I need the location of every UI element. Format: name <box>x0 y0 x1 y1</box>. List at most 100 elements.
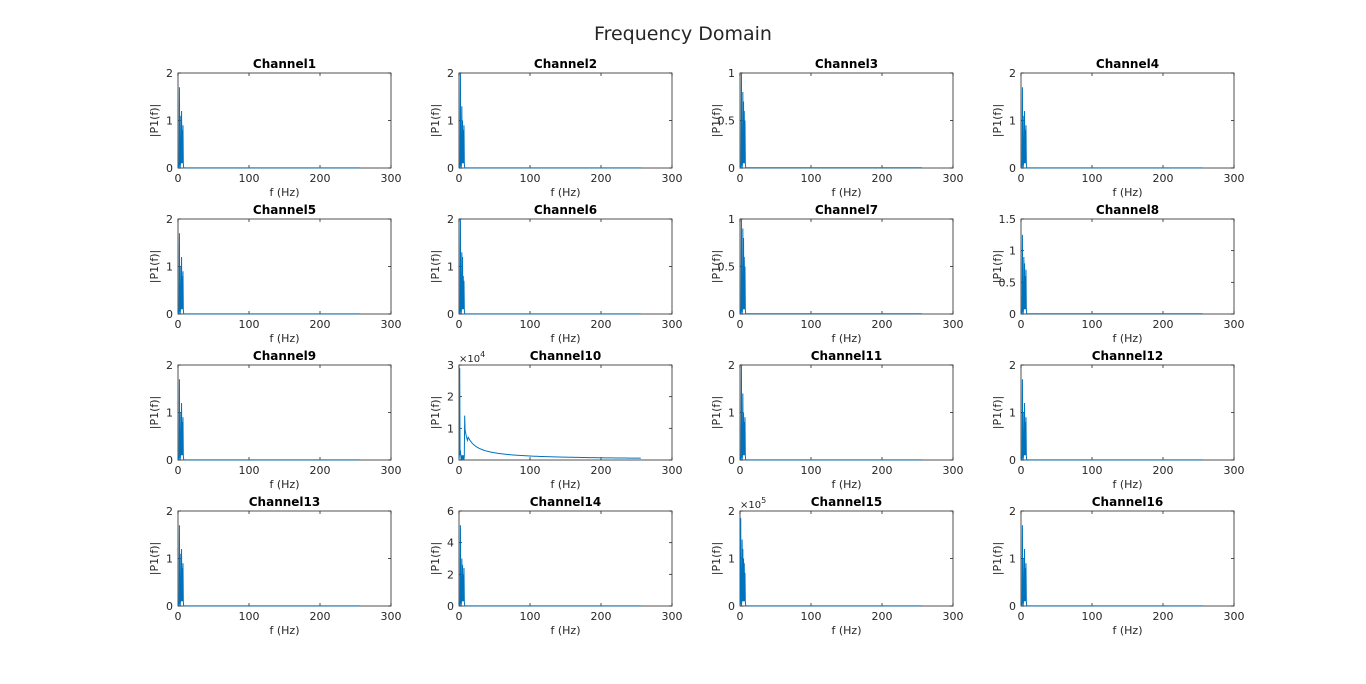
y-axis-label: |P1(f)| <box>148 250 161 284</box>
x-axis-label: f (Hz) <box>1113 332 1143 345</box>
x-tick-label: 200 <box>591 172 612 185</box>
y-tick-label: 2 <box>447 568 454 581</box>
axes-box <box>458 72 673 169</box>
x-tick-label: 200 <box>310 318 331 331</box>
y-tick-label: 1 <box>447 261 454 274</box>
subplot-title: Channel11 <box>811 349 882 363</box>
x-tick-label: 0 <box>1018 464 1025 477</box>
x-tick-label: 0 <box>1018 610 1025 623</box>
y-tick-label: 1 <box>447 115 454 128</box>
axes-box <box>177 510 392 607</box>
x-tick-label: 200 <box>1153 172 1174 185</box>
x-tick-label: 300 <box>1224 464 1245 477</box>
y-tick-label: 1 <box>1009 115 1016 128</box>
axes-box <box>177 364 392 461</box>
spectrum-line <box>1020 234 1203 315</box>
y-tick-label: 0.5 <box>718 261 736 274</box>
x-tick-label: 100 <box>1082 172 1103 185</box>
subplot-title: Channel7 <box>815 203 878 217</box>
y-tick-label: 2 <box>166 67 173 80</box>
subplot-5: Channel5 0 100 200 300 0 1 2 f (Hz) |P1(f)| <box>148 203 402 345</box>
x-tick-label: 300 <box>943 464 964 477</box>
x-tick-label: 300 <box>943 610 964 623</box>
axes-box <box>1020 72 1235 169</box>
x-tick-label: 0 <box>175 610 182 623</box>
x-tick-label: 100 <box>520 610 541 623</box>
x-tick-label: 200 <box>872 172 893 185</box>
y-tick-label: 0 <box>166 454 173 467</box>
x-tick-label: 0 <box>1018 318 1025 331</box>
x-tick-label: 300 <box>662 318 683 331</box>
subplot-6: Channel6 0 100 200 300 0 1 2 f (Hz) |P1(f)| <box>429 203 683 345</box>
x-tick-label: 300 <box>662 464 683 477</box>
axes-box <box>458 218 673 315</box>
y-axis-label: |P1(f)| <box>429 250 442 284</box>
y-tick-label: 0 <box>728 162 735 175</box>
subplot-7: Channel7 0 100 200 300 0 0.5 1 f (Hz) |P1(f)| <box>710 203 964 345</box>
subplot-title: Channel14 <box>530 495 601 509</box>
y-axis-label: |P1(f)| <box>429 396 442 430</box>
x-axis-label: f (Hz) <box>551 624 581 637</box>
subplot-title: Channel12 <box>1092 349 1163 363</box>
y-tick-label: 2 <box>1009 505 1016 518</box>
y-tick-label: 0 <box>447 454 454 467</box>
y-tick-label: 2 <box>166 213 173 226</box>
x-tick-label: 200 <box>591 318 612 331</box>
x-tick-label: 100 <box>520 172 541 185</box>
spectrum-line <box>177 233 360 315</box>
y-tick-label: 0 <box>447 162 454 175</box>
subplot-title: Channel10 <box>530 349 601 363</box>
subplot-title: Channel15 <box>811 495 882 509</box>
x-tick-label: 200 <box>1153 318 1174 331</box>
y-tick-label: 1 <box>1009 245 1016 258</box>
y-axis-label: |P1(f)| <box>991 104 1004 138</box>
x-tick-label: 200 <box>310 464 331 477</box>
x-tick-label: 0 <box>737 172 744 185</box>
y-axis-label: |P1(f)| <box>710 250 723 284</box>
x-axis-label: f (Hz) <box>270 186 300 199</box>
x-tick-label: 200 <box>591 464 612 477</box>
x-tick-label: 100 <box>520 318 541 331</box>
y-tick-label: 2 <box>728 505 735 518</box>
x-tick-label: 0 <box>1018 172 1025 185</box>
axes-box <box>739 72 954 169</box>
y-tick-label: 2 <box>447 67 454 80</box>
y-tick-label: 0 <box>728 600 735 613</box>
x-tick-label: 300 <box>381 172 402 185</box>
y-tick-label: 6 <box>447 505 454 518</box>
x-tick-label: 300 <box>943 318 964 331</box>
subplot-title: Channel8 <box>1096 203 1159 217</box>
y-tick-label: 1 <box>728 407 735 420</box>
x-tick-label: 0 <box>456 172 463 185</box>
y-tick-label: 0 <box>166 162 173 175</box>
x-tick-label: 0 <box>737 610 744 623</box>
y-axis-label: |P1(f)| <box>710 104 723 138</box>
x-tick-label: 300 <box>662 610 683 623</box>
subplot-15: Channel15 0 100 200 300 0 1 2 ×105 f (Hz) |P1(f)| <box>710 495 964 637</box>
subplot-12: Channel12 0 100 200 300 0 1 2 f (Hz) |P1(f)| <box>991 349 1245 491</box>
x-tick-label: 100 <box>801 318 822 331</box>
axes-box <box>1020 218 1235 315</box>
spectrum-line <box>177 525 360 607</box>
x-tick-label: 100 <box>1082 464 1103 477</box>
subplot-2: Channel2 0 100 200 300 0 1 2 f (Hz) |P1(f)| <box>429 57 683 199</box>
x-axis-label: f (Hz) <box>270 624 300 637</box>
x-tick-label: 100 <box>520 464 541 477</box>
spectrum-line <box>458 218 641 315</box>
y-axis-label: |P1(f)| <box>148 104 161 138</box>
y-tick-label: 2 <box>447 213 454 226</box>
x-tick-label: 200 <box>591 610 612 623</box>
x-tick-label: 100 <box>1082 610 1103 623</box>
x-tick-label: 100 <box>239 464 260 477</box>
x-axis-label: f (Hz) <box>551 186 581 199</box>
y-tick-label: 0 <box>1009 454 1016 467</box>
y-tick-label: 0.5 <box>718 115 736 128</box>
axes-box <box>177 218 392 315</box>
x-axis-label: f (Hz) <box>1113 478 1143 491</box>
y-tick-label: 0 <box>1009 600 1016 613</box>
y-tick-label: 1 <box>728 213 735 226</box>
x-tick-label: 0 <box>456 610 463 623</box>
y-axis-label: |P1(f)| <box>429 104 442 138</box>
y-tick-label: 2 <box>1009 67 1016 80</box>
